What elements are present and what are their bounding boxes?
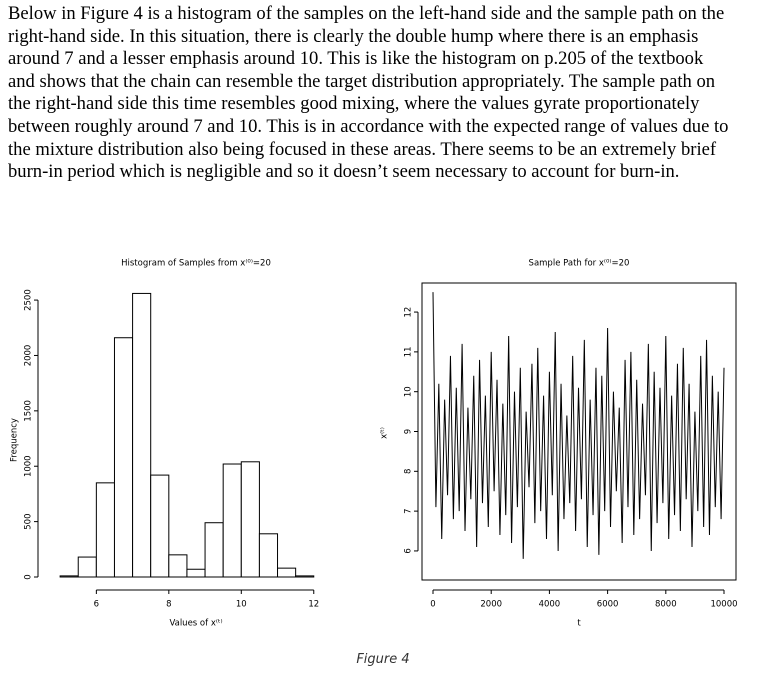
text-line: around 7 and a lesser emphasis around 10… bbox=[8, 48, 704, 70]
x-tick-label: 2000 bbox=[480, 600, 502, 610]
histogram-bar bbox=[150, 474, 170, 578]
x-axis-label: t bbox=[577, 619, 581, 629]
x-tick-label: 12 bbox=[308, 600, 319, 610]
x-tick-label: 4000 bbox=[539, 600, 561, 610]
y-axis-label: Frequency bbox=[10, 418, 20, 462]
y-tick-label: 1000 bbox=[24, 455, 34, 477]
text-line: the right-hand side this time resembles … bbox=[8, 93, 700, 115]
y-tick-label: 9 bbox=[404, 429, 414, 434]
y-tick-label: 7 bbox=[404, 508, 414, 513]
y-axis-label: x⁽ᵗ⁾ bbox=[380, 427, 390, 439]
histogram-bar bbox=[258, 533, 279, 578]
text-line: burn-in period which is negligible and s… bbox=[8, 161, 680, 183]
x-tick-label: 8000 bbox=[655, 600, 677, 610]
histogram-bar bbox=[277, 567, 297, 578]
text-line: the mixture distribution also being focu… bbox=[8, 138, 717, 160]
y-tick-label: 11 bbox=[404, 346, 414, 357]
histogram-bar bbox=[295, 575, 315, 578]
chart-title: Histogram of Samples from x⁽⁰⁾=20 bbox=[121, 259, 271, 269]
x-tick-label: 0 bbox=[430, 600, 435, 610]
figure-caption: Figure 4 bbox=[356, 652, 410, 667]
histogram-bar bbox=[77, 556, 97, 578]
chart-title: Sample Path for x⁽⁰⁾=20 bbox=[529, 259, 630, 269]
y-tick-label: 2500 bbox=[24, 289, 34, 311]
y-tick-label: 10 bbox=[404, 386, 414, 397]
y-tick-label: 0 bbox=[24, 574, 34, 579]
histogram-bar bbox=[113, 337, 134, 578]
x-tick-label: 10000 bbox=[710, 600, 737, 610]
histogram-bar bbox=[59, 575, 79, 578]
histogram-bar bbox=[95, 482, 115, 578]
y-tick-label: 500 bbox=[24, 513, 34, 529]
histogram-bar bbox=[240, 461, 260, 578]
paragraph: Below in Figure 4 is a histogram of the … bbox=[8, 3, 728, 184]
x-tick-label: 6000 bbox=[597, 600, 619, 610]
x-tick-label: 8 bbox=[166, 600, 171, 610]
histogram-bar bbox=[168, 554, 188, 578]
text-line: and shows that the chain can resemble th… bbox=[8, 70, 716, 92]
x-axis-label: Values of x⁽ᵗ⁾ bbox=[169, 619, 222, 629]
y-tick-label: 12 bbox=[404, 307, 414, 318]
histogram-bar bbox=[204, 522, 224, 578]
y-tick-label: 1500 bbox=[24, 400, 34, 422]
text-line: right-hand side. In this situation, ther… bbox=[8, 25, 699, 47]
y-tick-label: 2000 bbox=[24, 345, 34, 367]
x-tick-label: 6 bbox=[94, 600, 99, 610]
histogram-bar bbox=[222, 463, 242, 578]
sample-path bbox=[432, 292, 725, 559]
y-tick-label: 8 bbox=[404, 469, 414, 474]
plot-frame bbox=[421, 282, 737, 581]
x-tick-label: 10 bbox=[236, 600, 247, 610]
histogram-bar bbox=[186, 568, 206, 578]
text-line: between roughly around 7 and 10. This is… bbox=[8, 115, 729, 137]
y-tick-label: 6 bbox=[404, 548, 414, 553]
text-line: Below in Figure 4 is a histogram of the … bbox=[8, 3, 725, 24]
histogram-bar bbox=[132, 292, 152, 578]
